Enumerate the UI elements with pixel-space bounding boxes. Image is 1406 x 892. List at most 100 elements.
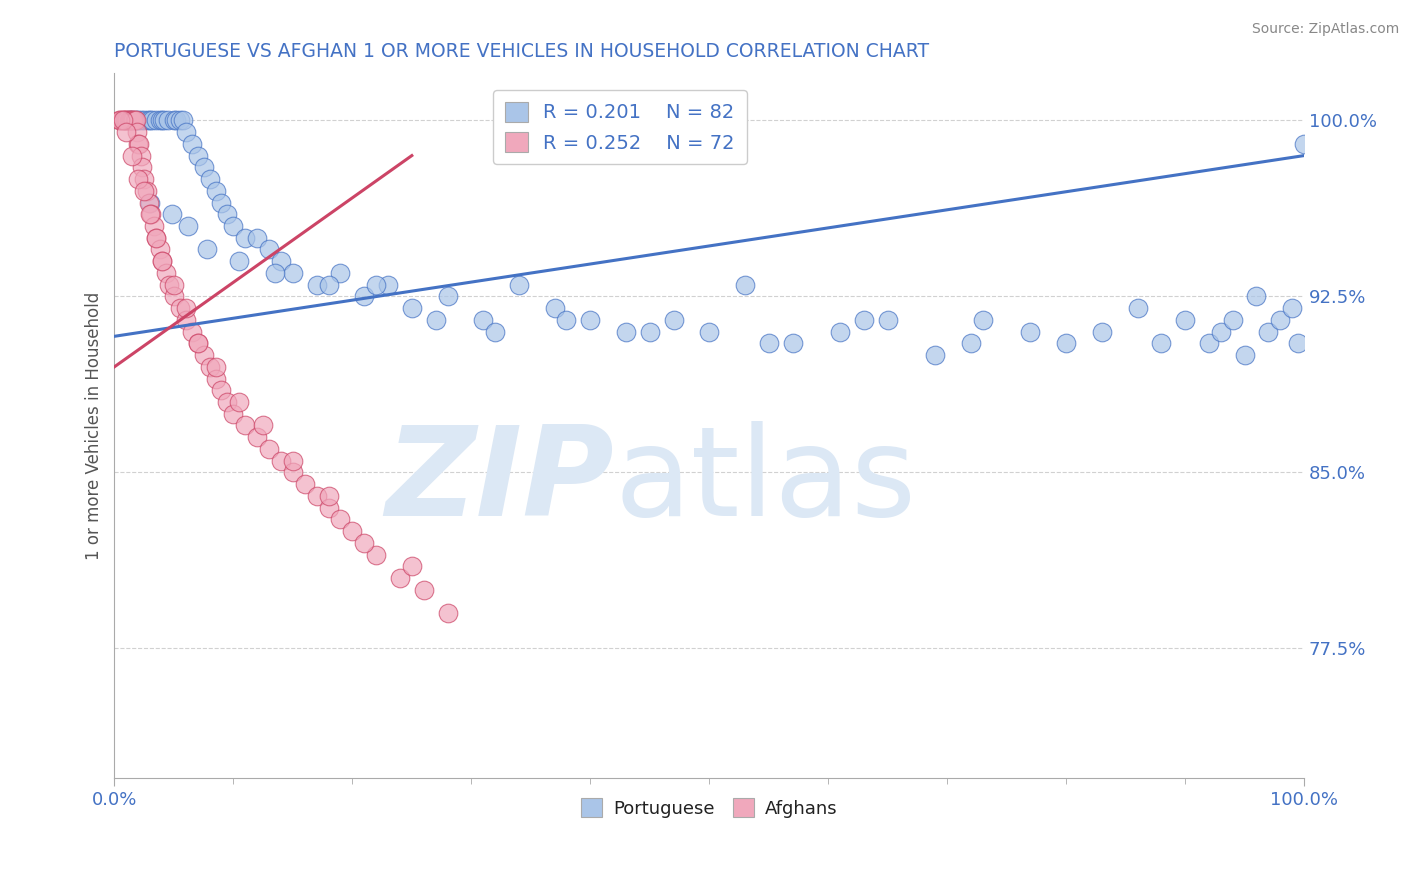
Point (134, 113, 156, 128)
Point (198, 359, 221, 374)
Point (281, 466, 304, 480)
Point (436, 289, 458, 303)
Point (198, 172, 221, 186)
Point (305, 489, 328, 503)
Point (436, 607, 458, 621)
Point (153, 113, 176, 128)
Point (472, 313, 495, 327)
Point (211, 195, 233, 210)
Point (246, 430, 269, 444)
Point (142, 219, 165, 233)
Point (139, 113, 162, 128)
Point (211, 384, 233, 398)
Point (139, 207, 162, 221)
Point (1294, 136, 1316, 151)
Point (579, 313, 602, 327)
Point (169, 301, 191, 315)
Point (1286, 336, 1309, 351)
Point (195, 243, 218, 257)
Point (401, 559, 423, 574)
Point (165, 113, 187, 128)
Point (136, 113, 159, 128)
Point (876, 313, 898, 327)
Point (121, 113, 143, 128)
Point (1091, 325, 1114, 339)
Point (281, 453, 304, 467)
Point (187, 148, 209, 162)
Point (118, 113, 141, 128)
Point (1150, 336, 1173, 351)
Point (129, 148, 152, 162)
Point (1281, 301, 1303, 315)
Point (115, 125, 138, 139)
Point (187, 336, 209, 351)
Point (127, 136, 149, 151)
Point (157, 277, 180, 292)
Point (353, 536, 375, 550)
Point (160, 207, 183, 221)
Text: PORTUGUESE VS AFGHAN 1 OR MORE VEHICLES IN HOUSEHOLD CORRELATION CHART: PORTUGUESE VS AFGHAN 1 OR MORE VEHICLES … (114, 42, 929, 61)
Point (830, 325, 852, 339)
Point (353, 289, 375, 303)
Point (127, 113, 149, 128)
Point (270, 453, 292, 467)
Point (163, 277, 186, 292)
Point (193, 161, 215, 175)
Point (163, 113, 186, 128)
Point (228, 254, 250, 268)
Point (388, 571, 411, 585)
Point (1126, 301, 1149, 315)
Point (1270, 313, 1292, 327)
Point (1198, 336, 1220, 351)
Point (305, 277, 328, 292)
Point (122, 113, 145, 128)
Point (204, 359, 226, 374)
Point (342, 524, 364, 538)
Point (125, 113, 148, 128)
Point (145, 231, 167, 245)
Point (180, 136, 202, 151)
Point (233, 231, 256, 245)
Point (758, 336, 780, 351)
Text: ZIP: ZIP (385, 421, 614, 542)
Point (141, 113, 163, 128)
Point (163, 289, 186, 303)
Point (1174, 313, 1197, 327)
Point (508, 277, 530, 292)
Point (155, 266, 177, 280)
Point (193, 348, 215, 362)
Point (1209, 325, 1232, 339)
Point (294, 477, 316, 491)
Legend: Portuguese, Afghans: Portuguese, Afghans (574, 791, 845, 825)
Point (112, 113, 135, 128)
Point (401, 301, 423, 315)
Point (662, 313, 685, 327)
Text: Source: ZipAtlas.com: Source: ZipAtlas.com (1251, 22, 1399, 37)
Point (366, 277, 388, 292)
Point (141, 207, 163, 221)
Point (174, 301, 197, 315)
Point (257, 243, 280, 257)
Point (150, 254, 173, 268)
Point (782, 336, 804, 351)
Point (117, 113, 139, 128)
Point (1246, 289, 1268, 303)
Point (543, 301, 565, 315)
Point (145, 231, 167, 245)
Point (114, 113, 136, 128)
Point (118, 113, 141, 128)
Point (204, 184, 226, 198)
Point (120, 113, 142, 128)
Point (1257, 325, 1279, 339)
Point (222, 407, 245, 421)
Point (252, 418, 274, 433)
Point (246, 231, 269, 245)
Point (139, 195, 162, 210)
Point (131, 161, 153, 175)
Point (149, 113, 172, 128)
Point (1019, 325, 1042, 339)
Point (145, 113, 167, 128)
Point (228, 395, 250, 409)
Point (156, 113, 179, 128)
Point (150, 254, 173, 268)
